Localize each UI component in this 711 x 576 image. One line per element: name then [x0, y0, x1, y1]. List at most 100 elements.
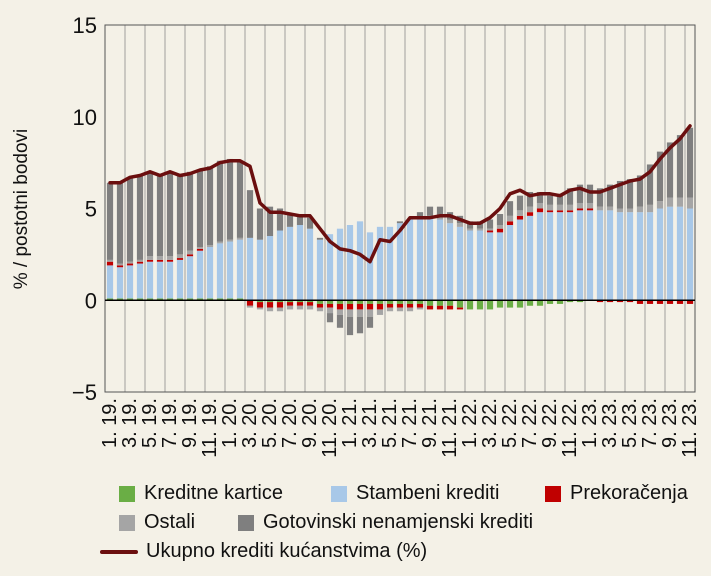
bar-stambeni-krediti — [266, 236, 274, 301]
bar-prekora-enja — [286, 302, 294, 306]
bar-kreditne-kartice — [276, 300, 284, 303]
bar-gotovinski-nenamjenski-krediti — [496, 214, 504, 226]
bar-stambeni-krediti — [646, 212, 654, 301]
bar-ostali — [196, 247, 204, 249]
bar-stambeni-krediti — [616, 212, 624, 301]
bar-stambeni-krediti — [486, 232, 494, 301]
bar-stambeni-krediti — [366, 232, 374, 301]
bar-stambeni-krediti — [546, 212, 554, 301]
bar-gotovinski-nenamjenski-krediti — [336, 314, 344, 328]
legend-label-housing: Stambeni krediti — [356, 482, 500, 504]
bar-stambeni-krediti — [306, 228, 314, 301]
bar-prekora-enja — [536, 208, 544, 213]
bar-stambeni-krediti — [676, 206, 684, 301]
x-tick-label: 9. 23. — [659, 398, 681, 448]
plot-frame — [104, 24, 696, 393]
bar-ostali — [246, 305, 254, 308]
bar-stambeni-krediti — [476, 230, 484, 301]
bar-ostali — [106, 259, 114, 262]
bar-prekora-enja — [416, 303, 424, 308]
bar-ostali — [306, 305, 314, 310]
bar-kreditne-kartice — [466, 300, 474, 310]
legend-swatch-total — [100, 549, 138, 554]
bar-prekora-enja — [336, 303, 344, 310]
bar-kreditne-kartice — [576, 300, 584, 303]
bar-gotovinski-nenamjenski-krediti — [476, 221, 484, 229]
bar-prekora-enja — [546, 210, 554, 213]
legend-item-overdrafts: Prekoračenja — [545, 482, 688, 505]
bar-stambeni-krediti — [516, 219, 524, 301]
x-tick-label: 3. 21. — [359, 398, 381, 448]
legend-item-others: Ostali — [119, 511, 195, 534]
bar-stambeni-krediti — [536, 212, 544, 301]
bar-prekora-enja — [276, 302, 284, 308]
bar-prekora-enja — [406, 303, 414, 308]
total-credit-line — [108, 124, 692, 264]
bar-kreditne-kartice — [106, 298, 114, 301]
bar-prekora-enja — [446, 305, 454, 310]
bar-stambeni-krediti — [356, 221, 364, 301]
bar-ostali — [636, 206, 644, 213]
bar-gotovinski-nenamjenski-krediti — [576, 184, 584, 203]
bar-prekora-enja — [676, 300, 684, 304]
bar-gotovinski-nenamjenski-krediti — [316, 237, 324, 240]
bar-ostali — [626, 208, 634, 213]
legend-item-total: Ukupno krediti kućanstvima (%) — [100, 540, 427, 563]
bar-stambeni-krediti — [196, 250, 204, 299]
bar-stambeni-krediti — [426, 217, 434, 301]
legend-swatch-housing — [331, 485, 347, 502]
x-tick-label: 7. 21. — [399, 398, 421, 448]
bar-stambeni-krediti — [146, 261, 154, 299]
bar-gotovinski-nenamjenski-krediti — [176, 175, 184, 255]
legend-label-overdrafts: Prekoračenja — [570, 482, 688, 504]
x-tick-label: 1. 21. — [339, 398, 361, 448]
bar-gotovinski-nenamjenski-krediti — [146, 171, 154, 257]
bar-ostali — [156, 256, 164, 260]
bar-stambeni-krediti — [396, 223, 404, 301]
bar-ostali — [166, 256, 174, 260]
y-tick-label: 0 — [85, 288, 97, 313]
bar-prekora-enja — [386, 303, 394, 308]
bar-gotovinski-nenamjenski-krediti — [626, 179, 634, 209]
bar-kreditne-kartice — [256, 300, 264, 303]
bar-ostali — [646, 204, 654, 213]
bar-kreditne-kartice — [126, 298, 134, 301]
bar-ostali — [326, 307, 334, 314]
bar-prekora-enja — [106, 261, 114, 266]
x-tick-label: 11. 22. — [559, 398, 581, 458]
bar-gotovinski-nenamjenski-krediti — [156, 175, 164, 257]
bar-gotovinski-nenamjenski-krediti — [226, 158, 234, 240]
bar-stambeni-krediti — [586, 210, 594, 301]
bar-prekora-enja — [606, 300, 614, 303]
bar-ostali — [686, 197, 694, 209]
bar-ostali — [366, 309, 374, 317]
bar-ostali — [276, 307, 284, 312]
legend-label-credit-cards: Kreditne kartice — [144, 482, 283, 504]
bar-stambeni-krediti — [236, 239, 244, 299]
bar-gotovinski-nenamjenski-krediti — [596, 188, 604, 207]
x-tick-label: 3. 19. — [119, 398, 141, 448]
bar-ostali — [346, 309, 354, 317]
bar-prekora-enja — [636, 300, 644, 304]
bar-ostali — [556, 204, 564, 211]
x-tick-label: 9. 21. — [419, 398, 441, 448]
bar-kreditne-kartice — [386, 300, 394, 304]
bar-ostali — [466, 228, 474, 231]
bar-gotovinski-nenamjenski-krediti — [346, 316, 354, 336]
bar-stambeni-krediti — [116, 267, 124, 299]
bar-gotovinski-nenamjenski-krediti — [396, 221, 404, 224]
bar-gotovinski-nenamjenski-krediti — [546, 195, 554, 205]
bar-prekora-enja — [266, 302, 274, 308]
bar-ostali — [546, 204, 554, 211]
bar-gotovinski-nenamjenski-krediti — [296, 215, 304, 226]
bar-prekora-enja — [426, 305, 434, 310]
bar-prekora-enja — [496, 228, 504, 233]
bar-prekora-enja — [156, 259, 164, 262]
bar-ostali — [286, 305, 294, 310]
x-tick-label: 3. 22. — [479, 398, 501, 448]
bar-ostali — [666, 197, 674, 207]
x-tick-label: 7. 19. — [159, 398, 181, 448]
bar-prekora-enja — [596, 300, 604, 303]
bar-gotovinski-nenamjenski-krediti — [566, 188, 574, 205]
bar-kreditne-kartice — [306, 300, 314, 303]
